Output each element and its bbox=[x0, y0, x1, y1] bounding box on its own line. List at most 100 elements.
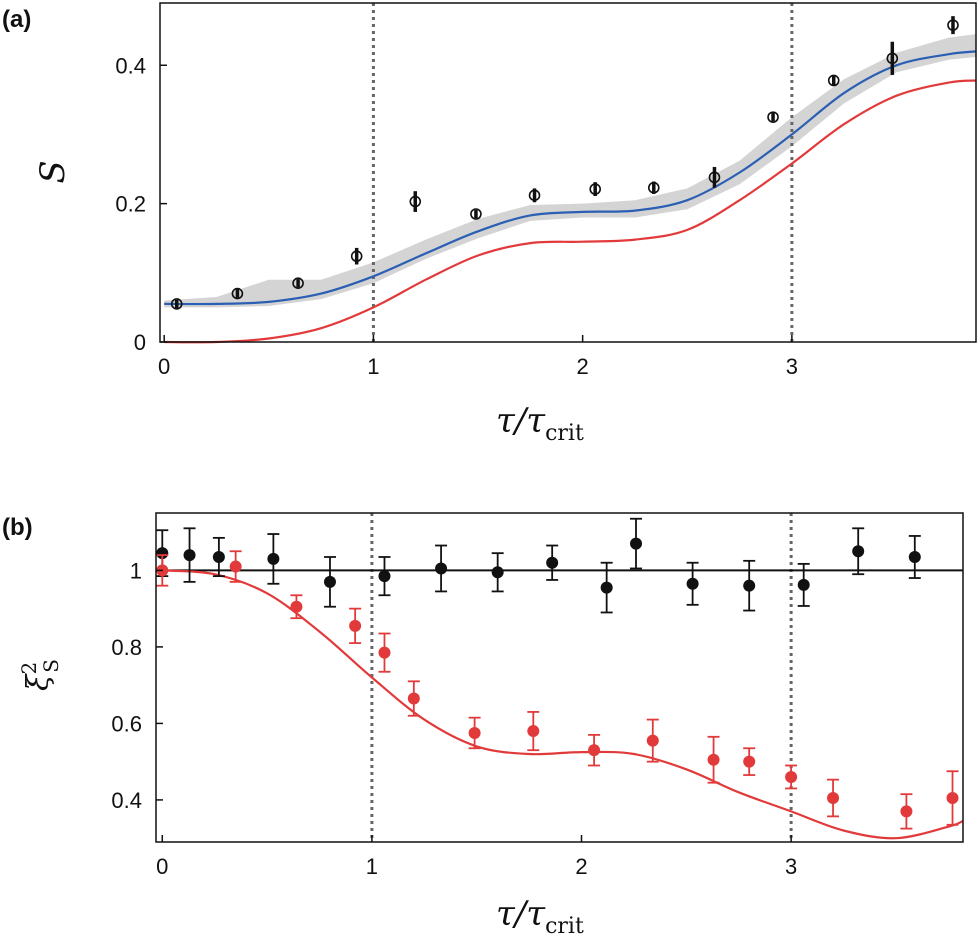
panel-b-marker bbox=[900, 805, 913, 818]
panel-b-point-s1-8 bbox=[588, 733, 601, 767]
panel-a-ylabel-text: S bbox=[33, 160, 73, 183]
panel-b-marker bbox=[527, 725, 540, 738]
panel-a-point-s0-10 bbox=[767, 111, 779, 123]
panel-b-xlabel-main: τ/τ bbox=[496, 894, 546, 934]
panel-a-xlabel-sub: crit bbox=[545, 421, 584, 446]
panel-b-point-s0-9 bbox=[600, 561, 613, 614]
panel-b-ylabel-main: ξ bbox=[21, 673, 56, 691]
panel-b-marker bbox=[546, 556, 559, 569]
panel-b-frame bbox=[155, 512, 964, 843]
panel-b-marker bbox=[852, 545, 865, 558]
panel-b-x-axis-label: τ/τcrit bbox=[496, 894, 584, 939]
panel-b-marker bbox=[323, 575, 336, 588]
panel-b-ylabel-sup: 2 bbox=[17, 662, 41, 675]
panel-a-marker bbox=[589, 183, 602, 195]
panel-b-marker bbox=[156, 547, 169, 560]
panel-b-ytick-label-1: 1 bbox=[130, 558, 142, 583]
panel-b-point-s1-4 bbox=[378, 632, 391, 673]
panel-a-point-s0-4 bbox=[409, 191, 422, 212]
panel-a-marker bbox=[947, 19, 959, 31]
panel-a-label: (a) bbox=[2, 6, 31, 33]
panel-b-point-s1-13 bbox=[827, 778, 840, 818]
panel-a-marker bbox=[827, 74, 840, 87]
panel-a-marker bbox=[409, 195, 422, 208]
panel-a-xlabel-text: τ/τcrit bbox=[496, 401, 584, 446]
panel-b-point-s0-4 bbox=[323, 556, 336, 608]
panel-a-point-s0-3 bbox=[350, 247, 363, 265]
panel-a-marker bbox=[170, 298, 183, 310]
panel-a-marker bbox=[470, 208, 482, 220]
panel-b-marker bbox=[908, 550, 921, 563]
panel-b-xtick-label-1: 1 bbox=[366, 854, 378, 879]
panel-a-curve-0 bbox=[164, 50, 977, 306]
panel-b-point-s0-10 bbox=[630, 517, 643, 570]
panel-b-point-s0-15 bbox=[908, 535, 921, 579]
panel-b-xlabel-sub: crit bbox=[545, 914, 584, 939]
panel-b-point-s1-7 bbox=[527, 711, 540, 752]
panel-a-ytick-label-0: 0 bbox=[134, 330, 146, 355]
panel-a-point-s0-2 bbox=[292, 277, 304, 289]
panel-b-point-s1-6 bbox=[468, 716, 481, 750]
panel-b-point-s1-10 bbox=[707, 735, 720, 784]
panel-a-point-s0-6 bbox=[528, 188, 541, 203]
panel-a-xtick-label-1: 1 bbox=[367, 354, 379, 379]
panel-a-plot-area: 0 1 2 3 0 0.2 0.4 bbox=[115, 2, 977, 379]
panel-b-ylabel-sub: S bbox=[39, 659, 63, 673]
panel-b-marker bbox=[827, 792, 840, 805]
panel-b-point-s1-11 bbox=[743, 747, 756, 776]
panel-b-point-s0-5 bbox=[378, 556, 391, 597]
panel-b-marker bbox=[646, 734, 659, 747]
panel-a-point-s0-9 bbox=[708, 166, 721, 188]
panel-b-point-s0-2 bbox=[212, 536, 225, 578]
panel-b-marker bbox=[349, 619, 362, 632]
panel-b: (b) 0 1 2 30.40.60.81 ξ2S τ/τcrit bbox=[2, 512, 964, 939]
panel-b-point-s0-14 bbox=[852, 527, 865, 576]
panel-a-point-s0-11 bbox=[827, 74, 840, 87]
panel-b-curve-0 bbox=[162, 569, 964, 840]
panel-a-ytick-label-0.4: 0.4 bbox=[115, 53, 146, 78]
panel-b-xtick-label-0: 0 bbox=[156, 854, 168, 879]
panel-b-marker bbox=[743, 755, 756, 768]
panel-b-xtick-label-3: 3 bbox=[785, 854, 797, 879]
panel-a-marker bbox=[292, 277, 304, 289]
panel-b-point-s0-12 bbox=[743, 559, 756, 612]
panel-a-point-s0-12 bbox=[886, 41, 899, 75]
panel-b-marker bbox=[686, 577, 699, 590]
panel-b-marker bbox=[183, 549, 196, 562]
panel-b-point-s0-11 bbox=[686, 561, 699, 606]
panel-b-point-s1-14 bbox=[900, 793, 913, 830]
panel-b-point-s0-6 bbox=[435, 544, 448, 593]
panel-a-marker bbox=[647, 181, 660, 194]
panel-b-marker bbox=[229, 560, 242, 573]
panel-a-point-s0-1 bbox=[231, 287, 244, 300]
panel-b-xtick-label-2: 2 bbox=[575, 854, 587, 879]
panel-a-frame bbox=[159, 2, 977, 343]
panel-b-marker bbox=[212, 550, 225, 563]
panel-b-y-axis-label: ξ2S bbox=[17, 659, 63, 691]
panel-b-ytick-label-0.4: 0.4 bbox=[111, 788, 142, 813]
panel-b-label: (b) bbox=[2, 514, 33, 541]
panel-b-marker bbox=[797, 578, 810, 591]
panel-b-marker bbox=[468, 726, 481, 739]
panel-a-point-s0-13 bbox=[947, 16, 959, 35]
panel-b-marker bbox=[743, 579, 756, 592]
panel-a-y-axis-label: S bbox=[33, 160, 73, 183]
panel-b-point-s1-1 bbox=[229, 550, 242, 583]
panel-a-curve-1 bbox=[164, 79, 977, 344]
panel-b-point-s1-2 bbox=[290, 594, 303, 620]
panel-b-marker bbox=[435, 562, 448, 575]
panel-a-ytick-label-0.2: 0.2 bbox=[115, 192, 146, 217]
panel-b-point-s0-7 bbox=[491, 552, 504, 593]
panel-b-point-s1-3 bbox=[349, 607, 362, 644]
panel-a-point-s0-0 bbox=[170, 298, 183, 310]
panel-b-point-s0-8 bbox=[546, 544, 559, 581]
panel-a-point-s0-5 bbox=[470, 208, 482, 220]
panel-a-x-axis-label: τ/τcrit bbox=[496, 401, 584, 446]
panel-b-marker bbox=[785, 770, 798, 783]
panel-b-marker bbox=[946, 792, 959, 805]
panel-b-plot-area: 0 1 2 3 0.4 0.6 0.8 1 bbox=[111, 512, 964, 879]
panel-b-marker bbox=[600, 581, 613, 594]
panel-b-ytick-label-0.8: 0.8 bbox=[111, 635, 142, 660]
panel-b-point-s0-1 bbox=[183, 527, 196, 583]
